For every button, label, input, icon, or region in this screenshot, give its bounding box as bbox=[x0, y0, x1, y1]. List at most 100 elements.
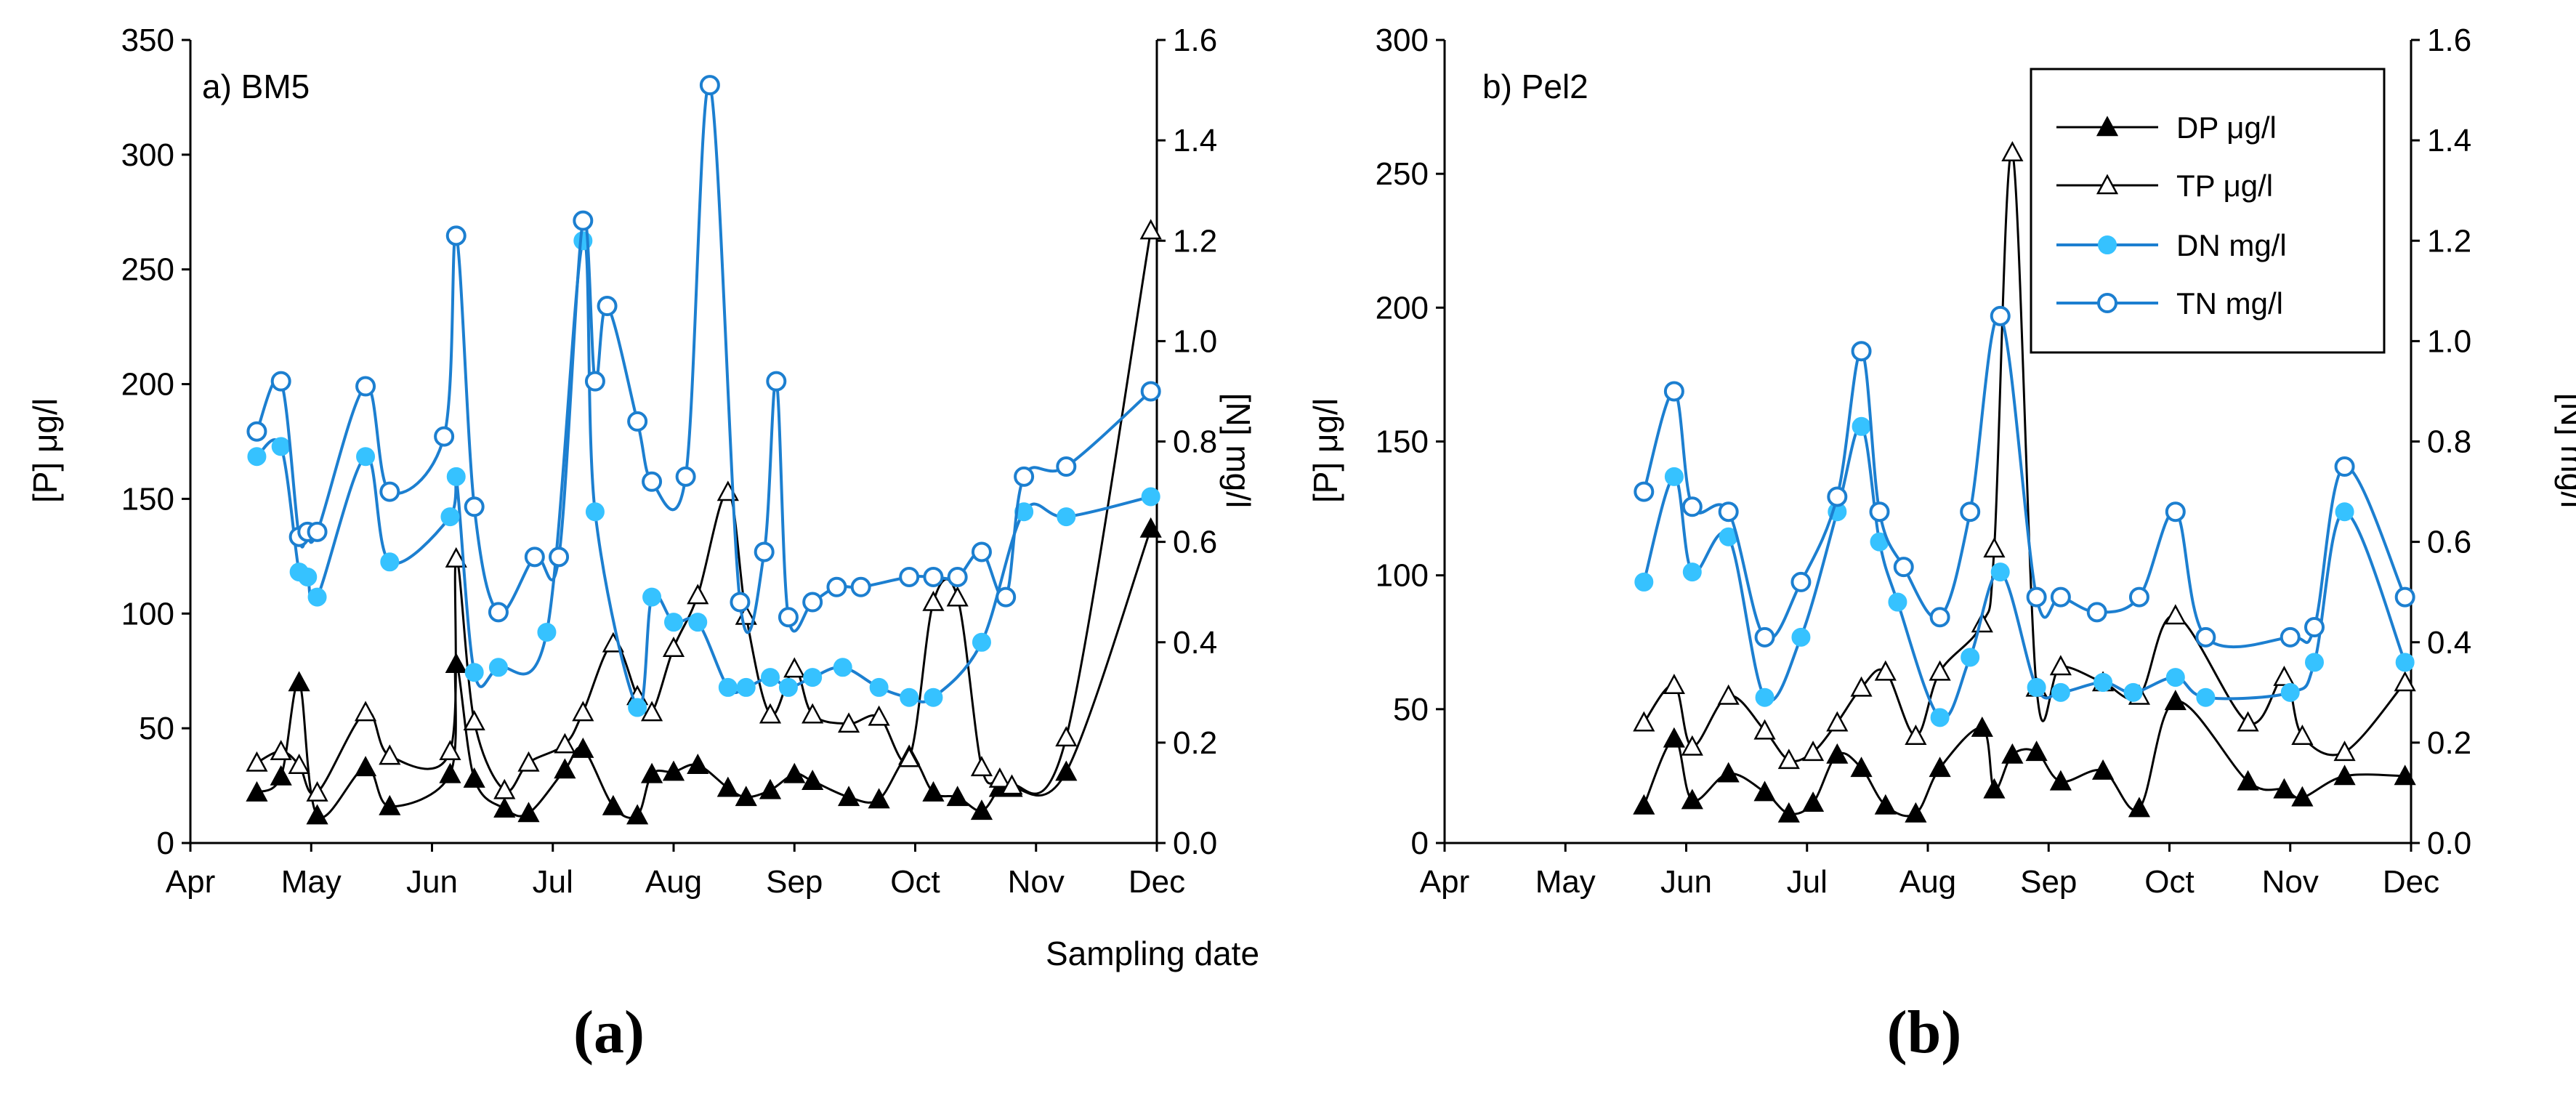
y-tick-label-right: 0.8 bbox=[1173, 424, 1217, 460]
data-point bbox=[1663, 727, 1685, 748]
data-point bbox=[1801, 791, 1825, 812]
y-tick-label-right: 0.2 bbox=[1173, 725, 1217, 761]
series-line bbox=[1642, 313, 2407, 649]
data-point bbox=[640, 762, 663, 783]
data-point bbox=[766, 371, 787, 392]
y-tick-label-right: 1.6 bbox=[2427, 23, 2471, 58]
legend-box bbox=[2030, 68, 2386, 354]
data-point bbox=[1801, 741, 1825, 762]
data-point bbox=[379, 794, 401, 815]
data-point bbox=[271, 437, 291, 456]
data-point bbox=[1057, 507, 1076, 527]
data-point bbox=[2026, 586, 2047, 608]
data-point bbox=[778, 607, 799, 628]
y-tick-label-left: 200 bbox=[1376, 290, 1429, 326]
data-point bbox=[1140, 381, 1161, 402]
data-point bbox=[288, 671, 310, 692]
data-point bbox=[2335, 502, 2354, 522]
data-point bbox=[1850, 757, 1873, 778]
data-point bbox=[1983, 778, 2006, 799]
data-point bbox=[1826, 711, 1849, 732]
data-point bbox=[246, 421, 267, 442]
y-tick-label-right: 0.0 bbox=[2427, 826, 2471, 861]
data-point bbox=[699, 75, 720, 96]
y-tick-label-left: 150 bbox=[121, 481, 174, 517]
data-point bbox=[730, 592, 751, 613]
data-point bbox=[1930, 708, 1950, 727]
y-tick-label-right: 0.0 bbox=[1173, 826, 1217, 861]
data-point bbox=[354, 701, 377, 722]
y-tick-label-left: 0 bbox=[157, 826, 174, 861]
data-point bbox=[1827, 486, 1848, 507]
data-point bbox=[1971, 612, 1993, 633]
data-point bbox=[642, 471, 663, 492]
data-point bbox=[1755, 687, 1774, 707]
data-point bbox=[803, 668, 823, 687]
x-tick-label: Sep bbox=[766, 864, 823, 900]
data-point bbox=[306, 781, 328, 802]
x-tick-label: Apr bbox=[1420, 864, 1469, 900]
data-point bbox=[2280, 682, 2300, 702]
data-point bbox=[1929, 660, 1951, 681]
y-tick-label-left: 100 bbox=[121, 596, 174, 632]
data-point bbox=[759, 778, 782, 799]
data-point bbox=[584, 371, 605, 392]
data-point bbox=[440, 507, 460, 527]
legend: DP μg/l TP μg/l DN mg/l TN mg/l bbox=[2030, 68, 2386, 354]
data-point bbox=[2001, 743, 2024, 764]
y-tick-label-right: 0.4 bbox=[1173, 625, 1217, 661]
data-point bbox=[837, 712, 860, 733]
chart-panel-bm5: a) BM5 [P] μg/l [N] mg/l (a) 0 50 100 150 20… bbox=[26, 23, 1257, 1066]
data-point bbox=[307, 587, 327, 607]
data-point bbox=[380, 552, 400, 572]
data-point bbox=[2273, 778, 2296, 799]
data-point bbox=[626, 804, 649, 825]
data-point bbox=[1888, 592, 1907, 612]
legend-entry-tp: TP μg/l bbox=[2056, 169, 2273, 203]
y-tick-label-right: 1.0 bbox=[1173, 323, 1217, 359]
data-point bbox=[572, 701, 594, 722]
y-tick-label-right: 0.6 bbox=[1173, 525, 1217, 560]
data-point bbox=[554, 758, 576, 779]
data-point bbox=[1633, 711, 1655, 732]
data-point bbox=[868, 705, 890, 726]
data-point bbox=[554, 733, 576, 754]
data-point bbox=[761, 668, 780, 687]
data-point bbox=[2093, 673, 2113, 692]
data-point bbox=[2123, 682, 2143, 702]
data-point bbox=[1014, 502, 1034, 522]
series-3 bbox=[246, 75, 1161, 634]
legend-entry-dp: DP μg/l bbox=[2056, 110, 2277, 145]
chart-panel-pel2: b) Pel2 [P] μg/l [N] mg/l (b) 0 50 100 150 2… bbox=[1307, 23, 2576, 1066]
data-point bbox=[270, 765, 292, 786]
data-point bbox=[2305, 653, 2324, 672]
data-point bbox=[1014, 466, 1035, 487]
data-point bbox=[2291, 725, 2314, 745]
data-point bbox=[947, 566, 968, 587]
data-point bbox=[1826, 743, 1849, 764]
data-point bbox=[1893, 557, 1914, 578]
data-point bbox=[1777, 749, 1800, 770]
y-tick-label-left: 100 bbox=[1376, 558, 1429, 594]
legend-marker bbox=[2096, 174, 2119, 195]
data-point bbox=[996, 586, 1017, 608]
data-point bbox=[1905, 725, 1927, 745]
data-point bbox=[675, 466, 696, 487]
x-tick-label: May bbox=[1535, 864, 1596, 900]
data-point bbox=[1634, 481, 1655, 502]
x-tick-label: Oct bbox=[2144, 864, 2194, 900]
data-point bbox=[493, 778, 516, 799]
data-point bbox=[2165, 668, 2185, 687]
series-line bbox=[255, 83, 1152, 634]
data-point bbox=[972, 632, 991, 652]
data-point bbox=[1681, 496, 1703, 517]
data-point bbox=[573, 210, 594, 231]
data-point bbox=[463, 767, 485, 788]
data-point bbox=[356, 447, 376, 467]
y-tick-label-left: 150 bbox=[1376, 424, 1429, 460]
x-tick-label: Apr bbox=[166, 864, 215, 900]
data-point bbox=[298, 567, 318, 586]
series-3 bbox=[1634, 305, 2415, 649]
data-point bbox=[1663, 674, 1685, 694]
data-point bbox=[627, 411, 648, 432]
